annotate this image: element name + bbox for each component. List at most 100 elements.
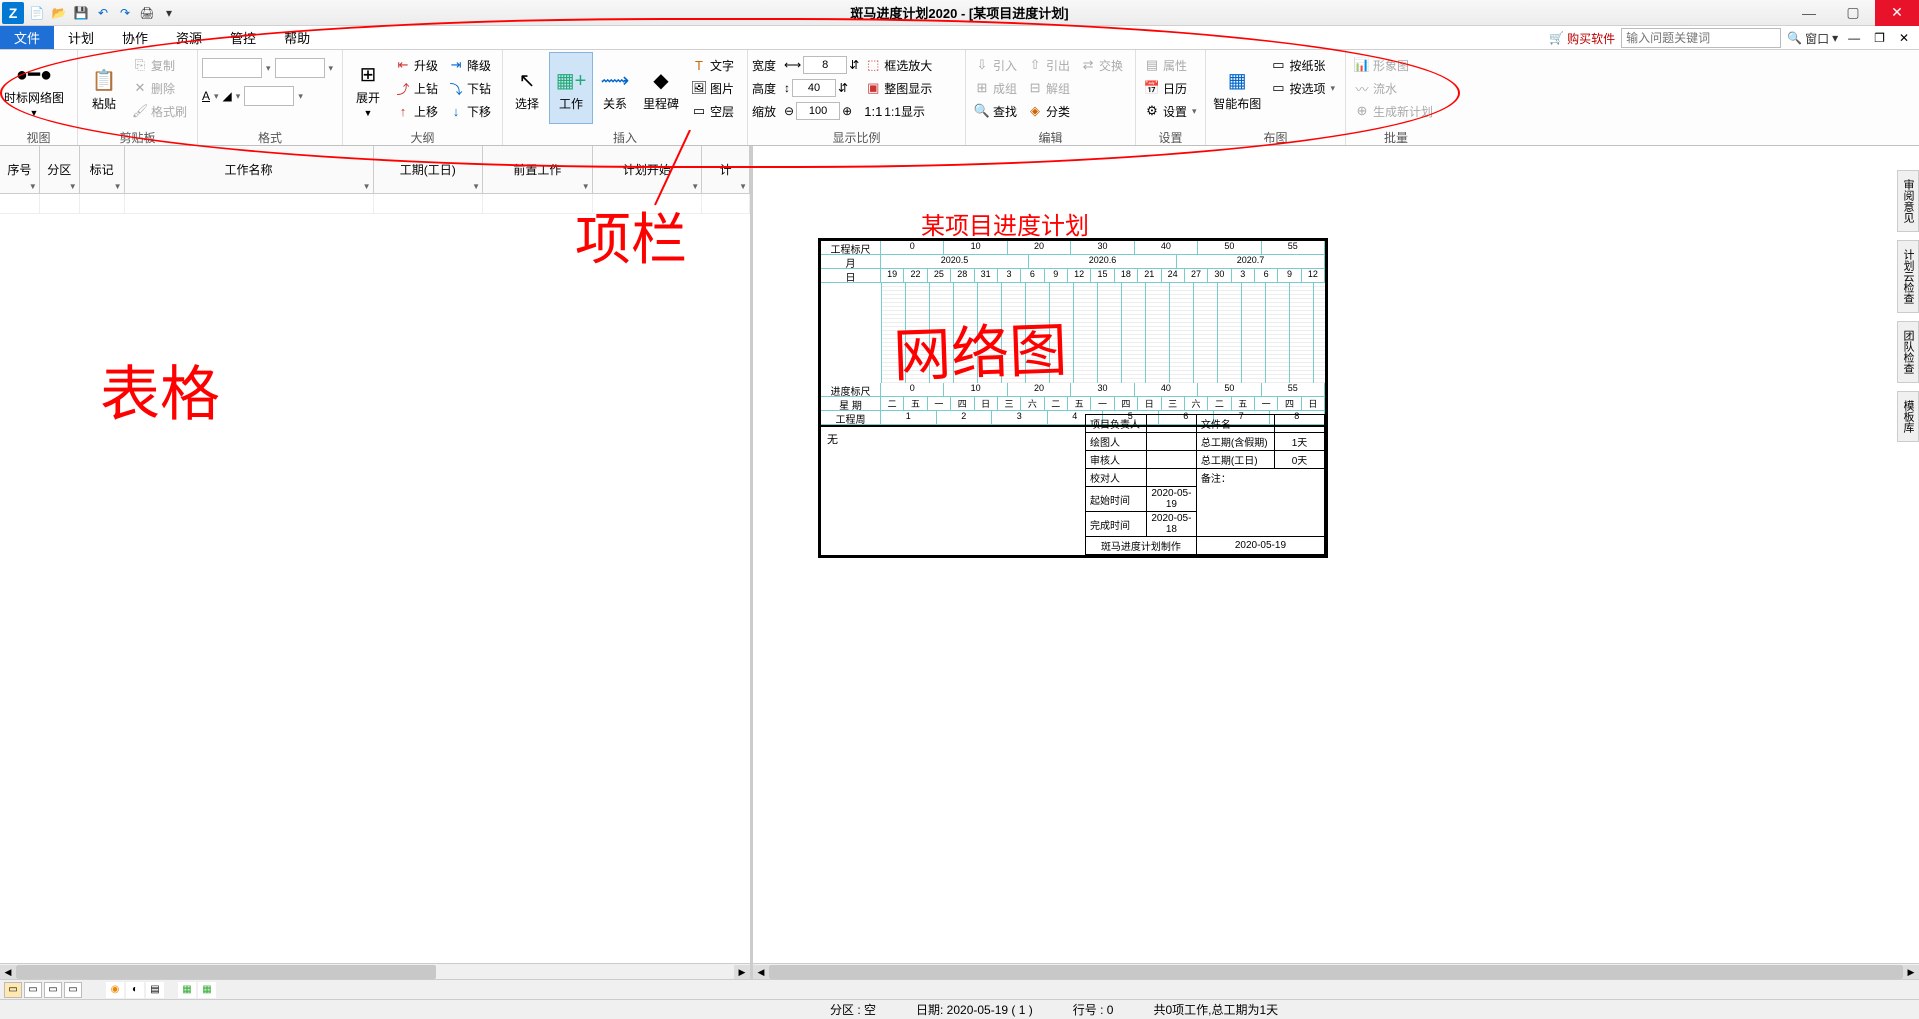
column-header[interactable]: 前置工作▼ (483, 146, 593, 193)
side-tab-template[interactable]: 模板库 (1897, 391, 1919, 442)
view-opt-5[interactable]: ▦ (198, 982, 216, 998)
drill-up-button[interactable]: ⤴上钻 (391, 77, 442, 99)
calendar-button[interactable]: 📅日历 (1140, 77, 1203, 99)
flow-button[interactable]: 〰流水 (1350, 77, 1437, 99)
font-color-icon[interactable]: A (202, 89, 210, 103)
image-chart-button[interactable]: 📊形象图 (1350, 54, 1437, 76)
demote-button[interactable]: ⇥降级 (444, 54, 495, 76)
menu-tab-control[interactable]: 管控 (216, 26, 270, 49)
scale-input[interactable] (796, 102, 840, 120)
qat-open-icon[interactable]: 📂 (49, 3, 69, 23)
find-button[interactable]: 🔍查找 (970, 100, 1021, 122)
empty-layer-button[interactable]: ▭空层 (687, 100, 738, 122)
table-row[interactable] (0, 194, 750, 214)
column-header[interactable]: 序号▼ (0, 146, 40, 193)
view-mode-1[interactable]: ▭ (4, 982, 22, 998)
qat-undo-icon[interactable]: ↶ (93, 3, 113, 23)
highlight-icon[interactable]: ◢ (223, 89, 232, 103)
height-input[interactable] (792, 79, 836, 97)
move-up-button[interactable]: ↑上移 (391, 100, 442, 122)
height-spin-icon[interactable]: ⇵ (838, 81, 848, 95)
close-button[interactable]: ✕ (1875, 0, 1919, 26)
classify-button[interactable]: ◈分类 (1023, 100, 1074, 122)
menu-tab-collab[interactable]: 协作 (108, 26, 162, 49)
props-button[interactable]: ▤属性 (1140, 54, 1203, 76)
left-hscroll[interactable]: ◀ ▶ (0, 963, 750, 979)
view-mode-4[interactable]: ▭ (64, 982, 82, 998)
view-mode-3[interactable]: ▭ (44, 982, 62, 998)
delete-button[interactable]: ✕删除 (128, 77, 191, 99)
qat-save-icon[interactable]: 💾 (71, 3, 91, 23)
work-button[interactable]: ▦+工作 (549, 52, 593, 124)
image-button[interactable]: 🖼图片 (687, 77, 738, 99)
menu-tab-help[interactable]: 帮助 (270, 26, 324, 49)
by-paper-button[interactable]: ▭按纸张 (1266, 54, 1341, 76)
qat-dropdown-icon[interactable]: ▾ (159, 3, 179, 23)
view-mode-2[interactable]: ▭ (24, 982, 42, 998)
move-down-button[interactable]: ↓下移 (444, 100, 495, 122)
swap-button[interactable]: ⇄交换 (1076, 54, 1127, 76)
menu-tab-file[interactable]: 文件 (0, 26, 54, 49)
qat-redo-icon[interactable]: ↷ (115, 3, 135, 23)
milestone-button[interactable]: ◆里程碑 (637, 52, 685, 124)
scroll-right-icon[interactable]: ▶ (1903, 965, 1919, 979)
window-menu[interactable]: 🔍 窗口 ▾ (1787, 30, 1838, 47)
expand-button[interactable]: ⊞ 展开 ▼ (347, 52, 389, 124)
minimize-button[interactable]: — (1787, 0, 1831, 26)
column-header[interactable]: 工期(工日)▼ (374, 146, 484, 193)
fit-button[interactable]: ▣整图显示 (861, 77, 936, 99)
relation-button[interactable]: ⟿关系 (595, 52, 635, 124)
column-header[interactable]: 计▼ (702, 146, 750, 193)
view-opt-4[interactable]: ▦ (178, 982, 196, 998)
copy-button[interactable]: ⎘复制 (128, 54, 191, 76)
format-painter-button[interactable]: 🖌格式刷 (128, 100, 191, 122)
width-input[interactable] (803, 56, 847, 74)
mdi-close-icon[interactable]: ✕ (1895, 31, 1913, 45)
side-tab-review[interactable]: 审阅意见 (1897, 170, 1919, 232)
import-button[interactable]: ⇩引入 (970, 54, 1021, 76)
side-tab-team-check[interactable]: 团队检查 (1897, 321, 1919, 383)
right-hscroll[interactable]: ◀ ▶ (753, 963, 1919, 979)
scroll-left-icon[interactable]: ◀ (0, 965, 16, 979)
view-opt-2[interactable]: ◐ (126, 982, 144, 998)
select-button[interactable]: ↖选择 (507, 52, 547, 124)
view-opt-3[interactable]: ▤ (146, 982, 164, 998)
column-header[interactable]: 计划开始▼ (593, 146, 703, 193)
search-input[interactable] (1621, 28, 1781, 48)
menu-tab-resource[interactable]: 资源 (162, 26, 216, 49)
export-button[interactable]: ⇧引出 (1023, 54, 1074, 76)
zoom-out-icon[interactable]: ⊖ (784, 104, 794, 118)
line-style-picker[interactable] (275, 58, 325, 78)
box-zoom-button[interactable]: ⬚框选放大 (861, 54, 936, 76)
buy-software-link[interactable]: 🛒 购买软件 (1549, 30, 1615, 47)
one-to-one-button[interactable]: 1:11:1显示 (861, 100, 936, 122)
text-button[interactable]: T文字 (687, 54, 738, 76)
paste-button[interactable]: 📋 粘贴 (82, 52, 126, 124)
column-header[interactable]: 标记▼ (80, 146, 125, 193)
column-header[interactable]: 工作名称▼ (125, 146, 374, 193)
drill-down-button[interactable]: ⤵下钻 (444, 77, 495, 99)
fill-color-picker[interactable] (202, 58, 262, 78)
ungroup-button[interactable]: ⊟解组 (1023, 77, 1074, 99)
scroll-left-icon[interactable]: ◀ (753, 965, 769, 979)
menu-tab-plan[interactable]: 计划 (54, 26, 108, 49)
group-button[interactable]: ⊞成组 (970, 77, 1021, 99)
maximize-button[interactable]: ▢ (1831, 0, 1875, 26)
view-network-button[interactable]: ●━● 时标网络图 ▼ (4, 52, 64, 124)
scroll-thumb[interactable] (769, 965, 1903, 979)
width-spin-icon[interactable]: ⇵ (849, 58, 859, 72)
smart-layout-button[interactable]: ▦智能布图 (1210, 52, 1264, 124)
by-select-button[interactable]: ▭按选项▾ (1266, 77, 1341, 99)
view-opt-1[interactable]: ◉ (106, 982, 124, 998)
side-tab-cloud-check[interactable]: 计划云检查 (1897, 240, 1919, 313)
qat-new-icon[interactable]: 📄 (27, 3, 47, 23)
border-picker[interactable] (244, 86, 294, 106)
promote-button[interactable]: ⇤升级 (391, 54, 442, 76)
column-header[interactable]: 分区▼ (40, 146, 80, 193)
mdi-restore-icon[interactable]: ❐ (1870, 31, 1889, 45)
qat-print-icon[interactable]: 🖨 (137, 3, 157, 23)
scroll-right-icon[interactable]: ▶ (734, 965, 750, 979)
mdi-minimize-icon[interactable]: — (1844, 31, 1864, 45)
scroll-thumb[interactable] (16, 965, 436, 979)
settings-button[interactable]: ⚙设置▾ (1140, 100, 1203, 122)
